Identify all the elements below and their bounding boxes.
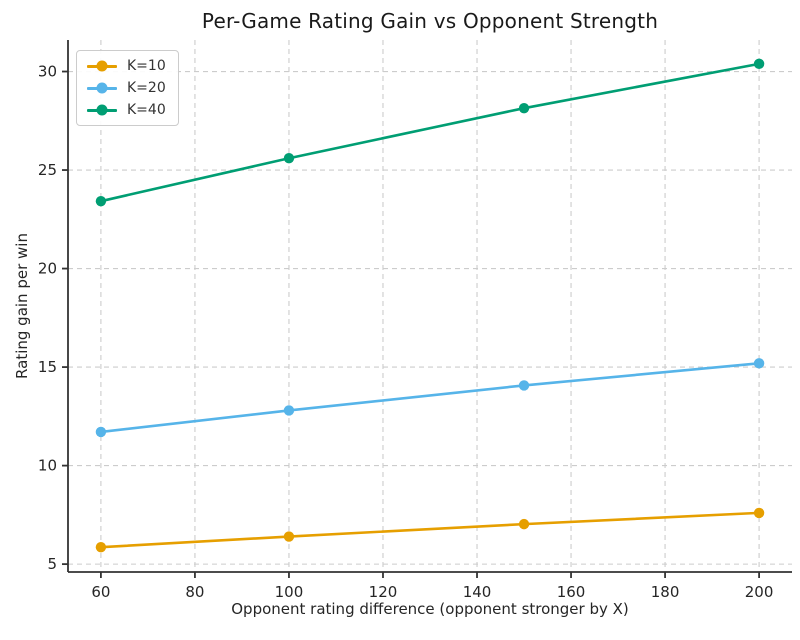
data-point-k40	[518, 102, 530, 114]
series-line-k40	[99, 62, 761, 203]
data-point-k20	[283, 405, 295, 416]
x-tick-label: 200	[745, 583, 774, 601]
chart-title: Per-Game Rating Gain vs Opponent Strengt…	[201, 9, 659, 33]
y-tick-label: 5	[47, 555, 57, 573]
data-point-k20	[518, 380, 530, 391]
x-tick-label: 140	[463, 583, 492, 601]
x-axis-label: Opponent rating difference (opponent str…	[231, 600, 629, 618]
legend-item: K=10	[87, 58, 166, 74]
y-tick-label: 15	[38, 358, 57, 376]
data-point-k40	[753, 58, 765, 70]
data-point-k10	[95, 541, 107, 553]
legend: K=10 K=20 K=40	[76, 50, 179, 126]
data-point-k10	[753, 507, 765, 519]
x-tick-label: 120	[369, 583, 398, 601]
data-point-k10	[518, 518, 530, 530]
legend-label: K=20	[127, 80, 166, 96]
y-tick-label: 30	[38, 63, 57, 81]
x-tick-label: 100	[275, 583, 304, 601]
legend-item: K=40	[87, 102, 166, 118]
legend-marker-k10	[87, 60, 117, 72]
y-axis-label: Rating gain per win	[13, 233, 31, 379]
series-line-k20	[99, 362, 761, 434]
data-point-k10	[283, 531, 295, 542]
x-tick-label: 60	[91, 583, 110, 601]
y-tick-label: 10	[38, 457, 57, 475]
data-point-k20	[95, 426, 107, 438]
data-point-k20	[753, 358, 765, 369]
data-point-k40	[95, 195, 107, 207]
legend-item: K=20	[87, 80, 166, 96]
x-tick-label: 80	[185, 583, 204, 601]
data-point-k40	[283, 153, 295, 164]
y-tick-label: 20	[38, 260, 57, 278]
series-line-k10	[99, 511, 761, 549]
legend-marker-k40	[87, 104, 117, 116]
x-tick-label: 160	[557, 583, 586, 601]
legend-label: K=10	[127, 58, 166, 74]
x-tick-label: 180	[651, 583, 680, 601]
legend-marker-k20	[87, 82, 117, 94]
legend-label: K=40	[127, 102, 166, 118]
y-tick-label: 25	[38, 161, 57, 179]
